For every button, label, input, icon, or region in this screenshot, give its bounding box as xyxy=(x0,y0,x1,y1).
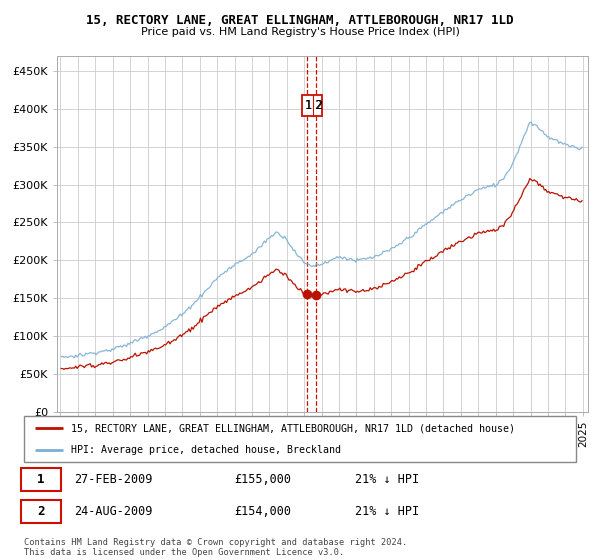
Text: 1: 1 xyxy=(37,473,45,487)
Text: 2: 2 xyxy=(315,99,322,111)
Text: 2: 2 xyxy=(37,505,45,518)
Text: 27-FEB-2009: 27-FEB-2009 xyxy=(74,473,152,487)
Text: 1: 1 xyxy=(305,99,312,111)
Text: £155,000: £155,000 xyxy=(234,473,291,487)
Text: HPI: Average price, detached house, Breckland: HPI: Average price, detached house, Brec… xyxy=(71,445,341,455)
Text: Contains HM Land Registry data © Crown copyright and database right 2024.
This d: Contains HM Land Registry data © Crown c… xyxy=(24,538,407,557)
Text: 21% ↓ HPI: 21% ↓ HPI xyxy=(355,505,419,518)
FancyBboxPatch shape xyxy=(21,468,61,492)
FancyBboxPatch shape xyxy=(21,500,61,523)
Text: 15, RECTORY LANE, GREAT ELLINGHAM, ATTLEBOROUGH, NR17 1LD (detached house): 15, RECTORY LANE, GREAT ELLINGHAM, ATTLE… xyxy=(71,423,515,433)
Text: 24-AUG-2009: 24-AUG-2009 xyxy=(74,505,152,518)
Text: Price paid vs. HM Land Registry's House Price Index (HPI): Price paid vs. HM Land Registry's House … xyxy=(140,27,460,37)
Bar xyxy=(302,95,322,116)
Text: 21% ↓ HPI: 21% ↓ HPI xyxy=(355,473,419,487)
Text: 2: 2 xyxy=(314,99,321,111)
Text: 1: 1 xyxy=(304,99,311,111)
Text: £154,000: £154,000 xyxy=(234,505,291,518)
Text: 15, RECTORY LANE, GREAT ELLINGHAM, ATTLEBOROUGH, NR17 1LD: 15, RECTORY LANE, GREAT ELLINGHAM, ATTLE… xyxy=(86,14,514,27)
